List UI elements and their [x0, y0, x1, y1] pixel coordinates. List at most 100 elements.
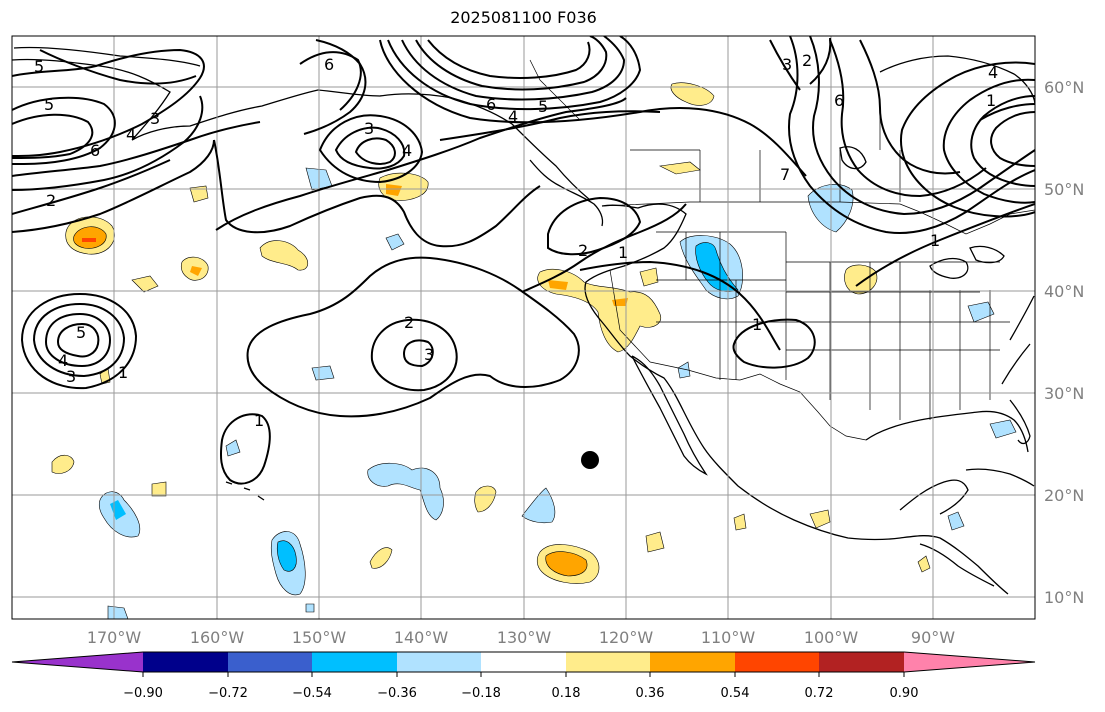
negative-anomaly-region: [677, 361, 691, 379]
canada-provinces: [630, 100, 901, 202]
colorbar-tick-label: 0.72: [805, 686, 834, 701]
contour-line: [387, 36, 642, 111]
map-area: 5 5 6 4 3 2 3 4 6 5 4 6 3 2 4 1 2 1 2 3 …: [12, 36, 1035, 619]
contour-line: [970, 95, 1035, 187]
lon-label: 140°W: [394, 628, 449, 647]
contour-line: [213, 139, 541, 248]
colorbar-labels: −0.90 −0.72 −0.54 −0.36 −0.18 0.18 0.36 …: [123, 686, 918, 701]
lon-label: 170°W: [87, 628, 142, 647]
lat-label: 40°N: [1044, 282, 1084, 301]
contour-line: [12, 48, 205, 157]
contour-label: 1: [752, 315, 762, 334]
contour-line: [12, 96, 116, 165]
contour-line: [44, 312, 112, 368]
contour-label: 2: [46, 191, 56, 210]
colorbar-tick-label: −0.90: [123, 686, 163, 701]
contour-label: 3: [150, 109, 160, 128]
lon-label: 110°W: [701, 628, 756, 647]
colorbar-segment: [481, 652, 566, 672]
positive-anomaly-region: [844, 264, 878, 295]
positive-anomaly-region: [645, 531, 665, 553]
contour-line: [39, 49, 197, 85]
contour-line: [334, 126, 406, 170]
positive-anomaly-region: [537, 269, 662, 353]
longitude-labels: 170°W 160°W 150°W 140°W 130°W 120°W 110°…: [87, 628, 955, 647]
colorbar-segment: [228, 652, 312, 672]
contour-line: [299, 51, 362, 111]
contour-label: 5: [34, 57, 44, 76]
map-frame: [11, 35, 1036, 620]
hudson-bay: [839, 146, 867, 170]
contour-line: [415, 36, 608, 91]
contours: [12, 36, 1035, 485]
contour-label: 5: [44, 95, 54, 114]
colorbar-tick-label: 0.36: [636, 686, 665, 701]
contour-line: [32, 302, 126, 378]
negative-anomaly-region: [385, 233, 405, 251]
contour-line: [20, 292, 138, 390]
negative-anomaly-core: [276, 540, 297, 572]
positive-anomaly-peak: [82, 238, 96, 242]
colorbar-tick-label: 0.90: [890, 686, 919, 701]
contour-label: 3: [782, 55, 792, 74]
contour-line: [318, 114, 424, 184]
lon-label: 160°W: [190, 628, 245, 647]
negative-anomaly-region: [311, 365, 335, 381]
contour-line: [942, 78, 1035, 204]
colorbar-segment: [12, 652, 143, 672]
cuba: [965, 468, 1035, 487]
contour-line: [859, 39, 961, 175]
contour-line: [788, 36, 1035, 234]
contour-label: 6: [486, 95, 496, 114]
positive-anomaly-region: [131, 275, 159, 293]
colorbar-tick-label: −0.36: [377, 686, 417, 701]
lat-label: 50°N: [1044, 180, 1084, 199]
alaska-canada-border: [529, 59, 581, 121]
contour-line: [12, 95, 204, 191]
colorbar-tick-label: −0.18: [461, 686, 501, 701]
colorbar-segment: [819, 652, 904, 672]
shaded-fields: [51, 82, 1017, 619]
colorbar-tick-label: 0.54: [721, 686, 750, 701]
positive-anomaly-region: [639, 267, 659, 287]
coastlines: [12, 46, 1035, 595]
colorbar-tick-label: −0.72: [208, 686, 248, 701]
negative-anomaly-region: [989, 419, 1017, 439]
negative-anomaly-region: [107, 605, 129, 619]
contour-labels: 5 5 6 4 3 2 3 4 6 5 4 6 3 2 4 1 2 1 2 3 …: [34, 51, 998, 430]
bc-coast: [529, 159, 604, 227]
contour-line: [220, 413, 271, 485]
positive-anomaly-core: [386, 184, 402, 196]
negative-anomaly-region: [947, 511, 965, 531]
contour-label: 5: [76, 323, 86, 342]
positive-anomaly-region: [670, 82, 715, 106]
positive-anomaly-region: [917, 555, 931, 573]
colorbar-segment: [312, 652, 397, 672]
baja-peninsula: [631, 355, 708, 476]
contour-label: 2: [404, 313, 414, 332]
negative-anomaly-region: [367, 462, 444, 521]
us-mexico-border: [649, 361, 867, 441]
contour-line: [579, 260, 781, 351]
negative-anomaly-region: [521, 487, 556, 524]
contour-line: [427, 39, 591, 79]
contour-label: 4: [508, 107, 518, 126]
contour-line: [56, 322, 100, 358]
location-marker: [581, 451, 599, 469]
colorbar-segment: [397, 652, 481, 672]
contour-line: [439, 110, 661, 141]
colorbar-tick-label: −0.54: [292, 686, 332, 701]
map-title: 2025081100 F036: [450, 8, 597, 27]
contour-line: [769, 37, 832, 91]
contour-label: 1: [930, 231, 940, 250]
contour-line: [855, 203, 1035, 287]
contour-line: [402, 339, 434, 368]
lon-label: 130°W: [497, 628, 552, 647]
lon-label: 90°W: [911, 628, 955, 647]
positive-anomaly-core: [190, 266, 202, 276]
contour-line: [990, 111, 1035, 167]
contour-label: 1: [254, 411, 264, 430]
positive-anomaly-region: [151, 481, 167, 497]
florida: [1009, 399, 1031, 445]
contour-line: [979, 103, 1035, 121]
